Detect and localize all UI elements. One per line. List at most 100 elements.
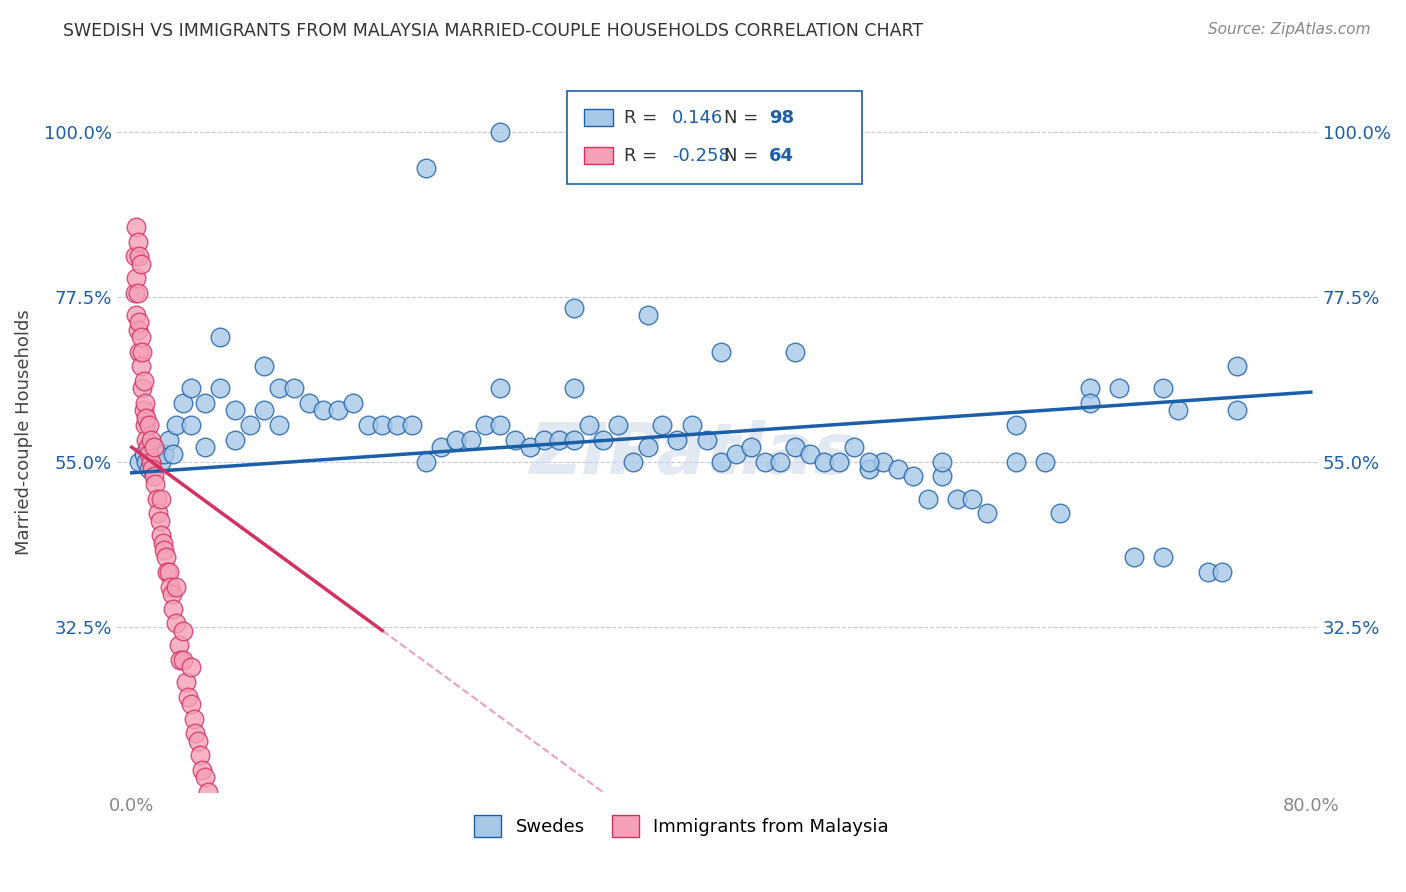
Point: [1226, 403, 1249, 417]
Point: [931, 469, 953, 483]
Point: [184, 726, 207, 740]
Point: [165, 616, 187, 631]
Point: [135, 410, 157, 425]
Point: [153, 448, 176, 462]
Text: R =: R =: [624, 146, 662, 165]
Point: [489, 381, 512, 395]
Point: [156, 565, 179, 579]
Point: [167, 638, 190, 652]
Point: [740, 440, 762, 454]
Point: [132, 374, 155, 388]
Point: [153, 542, 176, 557]
Point: [283, 381, 305, 395]
Point: [143, 476, 166, 491]
Point: [209, 330, 232, 344]
Point: [681, 418, 703, 433]
Point: [125, 308, 148, 322]
Text: Source: ZipAtlas.com: Source: ZipAtlas.com: [1208, 22, 1371, 37]
Point: [1152, 381, 1174, 395]
Point: [872, 455, 894, 469]
Point: [157, 565, 180, 579]
Point: [578, 418, 600, 433]
Point: [224, 433, 246, 447]
Point: [960, 491, 983, 506]
Point: [150, 528, 173, 542]
Point: [209, 381, 232, 395]
Point: [197, 785, 219, 799]
Point: [901, 469, 924, 483]
Point: [142, 440, 165, 454]
Point: [754, 455, 776, 469]
Point: [131, 381, 153, 395]
Point: [444, 433, 467, 447]
Text: R =: R =: [624, 109, 662, 127]
Point: [131, 344, 153, 359]
Point: [917, 491, 939, 506]
Point: [129, 330, 152, 344]
Point: [592, 433, 614, 447]
Point: [1197, 565, 1219, 579]
Text: 0.146: 0.146: [672, 109, 723, 127]
Point: [887, 462, 910, 476]
Point: [297, 396, 319, 410]
Point: [194, 770, 217, 784]
Point: [253, 359, 276, 374]
Point: [1078, 396, 1101, 410]
Point: [160, 587, 183, 601]
Point: [172, 396, 194, 410]
Point: [124, 286, 146, 301]
Point: [239, 418, 262, 433]
Point: [172, 653, 194, 667]
Point: [474, 418, 496, 433]
Point: [125, 271, 148, 285]
Point: [710, 344, 733, 359]
Point: [145, 491, 167, 506]
Point: [224, 403, 246, 417]
Point: [157, 433, 180, 447]
Legend: Swedes, Immigrants from Malaysia: Swedes, Immigrants from Malaysia: [467, 807, 896, 844]
Point: [209, 814, 232, 829]
Point: [415, 455, 437, 469]
Point: [503, 433, 526, 447]
Point: [489, 418, 512, 433]
Point: [562, 433, 585, 447]
Text: N =: N =: [724, 146, 763, 165]
Point: [149, 514, 172, 528]
Point: [205, 807, 228, 822]
Point: [128, 344, 150, 359]
Point: [1005, 418, 1028, 433]
Point: [637, 308, 659, 322]
Point: [180, 418, 202, 433]
Point: [666, 433, 689, 447]
Point: [135, 455, 157, 469]
Point: [562, 381, 585, 395]
Point: [129, 257, 152, 271]
Point: [150, 491, 173, 506]
Point: [134, 418, 156, 433]
Point: [165, 418, 187, 433]
Text: N =: N =: [724, 109, 763, 127]
Point: [858, 455, 880, 469]
Point: [385, 418, 408, 433]
Point: [138, 448, 160, 462]
Point: [124, 249, 146, 263]
Point: [194, 440, 217, 454]
Point: [138, 462, 160, 476]
Point: [651, 418, 673, 433]
Point: [191, 763, 214, 777]
Point: [931, 455, 953, 469]
FancyBboxPatch shape: [568, 91, 862, 185]
Point: [356, 418, 378, 433]
Point: [128, 315, 150, 329]
Point: [342, 396, 364, 410]
Point: [165, 580, 187, 594]
Point: [430, 440, 453, 454]
Point: [842, 440, 865, 454]
Point: [783, 440, 806, 454]
Point: [138, 418, 160, 433]
Point: [172, 624, 194, 638]
Point: [269, 381, 291, 395]
FancyBboxPatch shape: [585, 109, 613, 126]
Point: [188, 748, 211, 763]
Point: [127, 235, 149, 249]
